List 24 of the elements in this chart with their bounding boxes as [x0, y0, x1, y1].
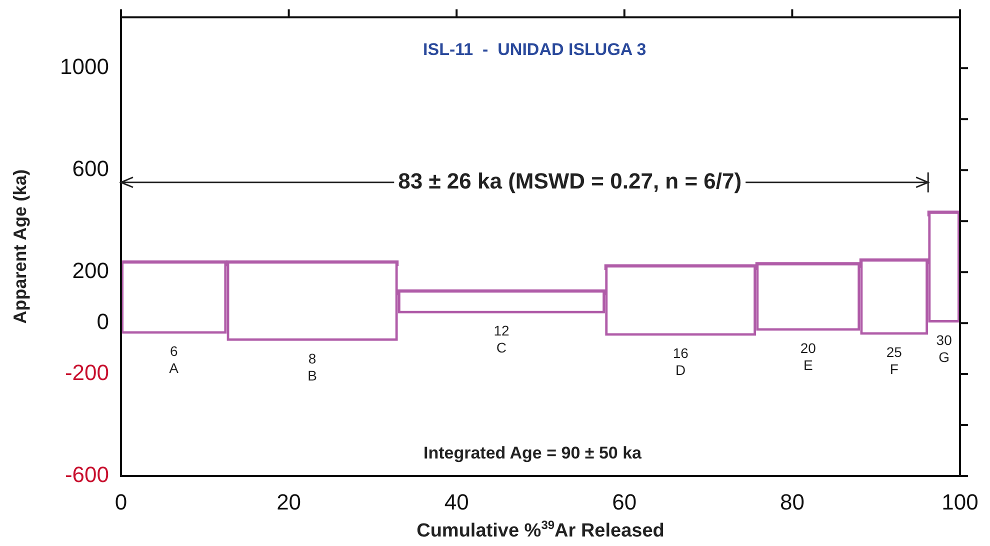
annotation: 83 ± 26 ka (MSWD = 0.27, n = 6/7): [398, 168, 742, 194]
x-axis-title: Cumulative %$^{39}$Ar Released: [416, 518, 666, 542]
annotation: 12 C: [494, 322, 510, 356]
x-tick-label: 40: [444, 489, 469, 514]
x-tick-label: 100: [942, 489, 978, 514]
text: ISL-11 - UNIDAD ISLUGA 3: [423, 40, 646, 59]
annotation: 8 B: [308, 350, 317, 384]
annotation: 16 D: [672, 345, 689, 378]
x-tick-label: 80: [780, 489, 804, 514]
annotation: 30 G: [936, 332, 952, 365]
y-tick-label: -600: [64, 462, 109, 488]
y-tick-label: 1000: [60, 54, 109, 80]
y-tick-label: 0: [96, 309, 109, 334]
annotation: 20 E: [800, 340, 816, 374]
y-tick-label: 200: [72, 258, 109, 284]
y-axis-title: Apparent Age (ka): [10, 169, 30, 324]
x-tick-label: 0: [114, 489, 128, 514]
annotation: 25 F: [886, 344, 902, 378]
x-tick-label: 20: [276, 489, 302, 514]
y-tick-label: 600: [72, 156, 109, 182]
y-tick-label: -200: [64, 360, 109, 386]
x-tick-label: 60: [612, 489, 637, 514]
annotation: 6 A: [169, 343, 180, 376]
annotation: Integrated Age = 90 ± 50 ka: [424, 444, 642, 463]
